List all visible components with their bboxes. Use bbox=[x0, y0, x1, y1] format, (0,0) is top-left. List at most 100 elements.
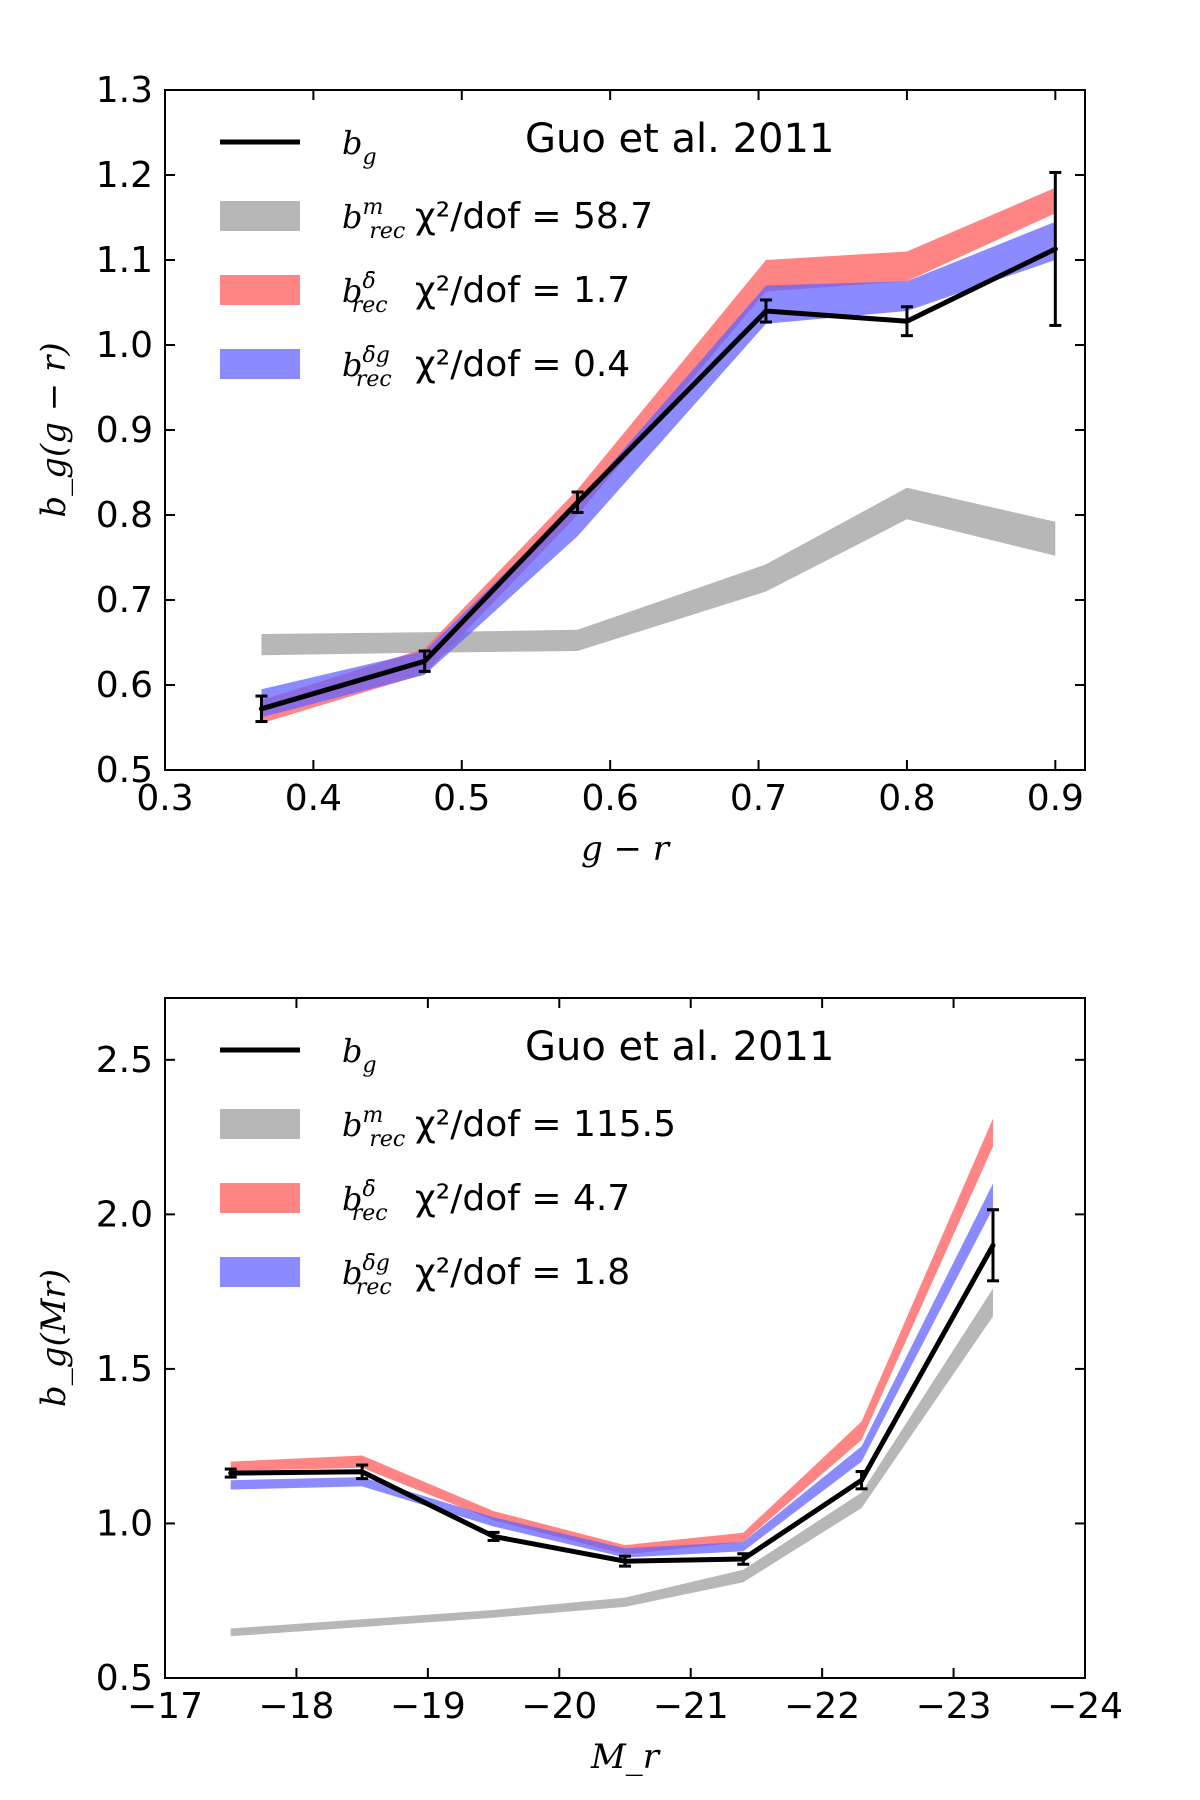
y-axis-label: b_g(Mr) bbox=[34, 1269, 74, 1407]
errorbar bbox=[224, 1467, 237, 1479]
data-point bbox=[491, 1533, 497, 1539]
legend-symbol: bg bbox=[342, 1032, 377, 1078]
data-point bbox=[904, 318, 910, 324]
legend-symbol: bδ̄ rec bbox=[342, 1177, 388, 1226]
errorbar bbox=[356, 1463, 369, 1481]
legend-swatch bbox=[220, 1183, 300, 1213]
y-tick-label: 0.6 bbox=[96, 665, 153, 706]
errorbar bbox=[759, 298, 772, 324]
errorbar bbox=[571, 490, 584, 514]
legend-stat: χ²/dof = 1.7 bbox=[415, 270, 630, 311]
legend-item-m: bm rec χ²/dof = 58.7 bbox=[220, 195, 653, 244]
legend-item-deltag: bδ̄g rec χ²/dof = 1.8 bbox=[220, 1251, 630, 1300]
x-tick-label: −20 bbox=[521, 1686, 597, 1727]
legend-swatch bbox=[220, 349, 300, 379]
legend-stat: χ²/dof = 0.4 bbox=[415, 344, 630, 385]
plot-area bbox=[255, 170, 1062, 724]
legend-stat: χ²/dof = 58.7 bbox=[415, 196, 653, 237]
errorbar bbox=[855, 1470, 868, 1491]
data-point bbox=[258, 706, 264, 712]
legend-symbol: bg bbox=[342, 124, 377, 170]
x-tick-label: −24 bbox=[1047, 1686, 1123, 1727]
y-tick-label: 0.7 bbox=[96, 580, 153, 621]
x-axis-label: M_r bbox=[590, 1737, 661, 1777]
legend-item-bg: bg bbox=[220, 124, 377, 170]
data-point bbox=[228, 1470, 234, 1476]
annotation: Guo et al. 2011 bbox=[525, 1024, 834, 1070]
errorbar bbox=[900, 305, 913, 338]
legend-item-bg: bg bbox=[220, 1032, 377, 1078]
legend-stat: χ²/dof = 4.7 bbox=[415, 1178, 630, 1219]
x-tick-label: 0.4 bbox=[285, 778, 342, 819]
data-point bbox=[1052, 246, 1058, 252]
legend-swatch bbox=[220, 1257, 300, 1287]
legend-swatch bbox=[220, 1109, 300, 1139]
line-bg bbox=[260, 246, 1057, 712]
x-tick-label: −21 bbox=[653, 1686, 729, 1727]
x-tick-label: −18 bbox=[258, 1686, 334, 1727]
x-tick-label: −23 bbox=[916, 1686, 992, 1727]
errorbar bbox=[1049, 170, 1062, 327]
y-tick-label: 1.0 bbox=[96, 1503, 153, 1544]
data-point bbox=[422, 658, 428, 664]
axes-frame bbox=[164, 997, 1086, 1679]
legend-swatch bbox=[220, 275, 300, 305]
band-deltag bbox=[261, 221, 1056, 718]
y-tick-label: 1.1 bbox=[96, 240, 153, 281]
legend-item-deltag: bδ̄g rec χ²/dof = 0.4 bbox=[220, 343, 630, 392]
data-point bbox=[740, 1556, 746, 1562]
chart-magnitude-bias: −17 −18 −19 −20 −21 −22 −23 −24 0.5 1.0 1.5 2.0 2.5 M… bbox=[34, 997, 1123, 1777]
legend-item-delta: bδ̄ rec χ²/dof = 1.7 bbox=[220, 269, 630, 318]
y-tick-label: 0.9 bbox=[96, 410, 153, 451]
legend-item-delta: bδ̄ rec χ²/dof = 4.7 bbox=[220, 1177, 630, 1226]
x-axis-label: g − r bbox=[581, 829, 671, 869]
data-point bbox=[859, 1477, 865, 1483]
y-tick-label: 2.0 bbox=[96, 1194, 153, 1235]
x-tick-label: 0.9 bbox=[1027, 778, 1084, 819]
x-tick-label: −19 bbox=[390, 1686, 466, 1727]
y-tick-label: 1.3 bbox=[96, 70, 153, 111]
legend-symbol: bδ̄g rec bbox=[342, 343, 392, 392]
data-point bbox=[622, 1558, 628, 1564]
data-point bbox=[990, 1242, 996, 1248]
errorbar bbox=[418, 649, 431, 673]
legend-stat: χ²/dof = 115.5 bbox=[415, 1104, 676, 1145]
y-tick-label: 2.5 bbox=[96, 1040, 153, 1081]
x-tick-label: 0.3 bbox=[136, 778, 193, 819]
x-tick-label: −22 bbox=[784, 1686, 860, 1727]
y-tick-label: 1.2 bbox=[96, 155, 153, 196]
data-point bbox=[359, 1469, 365, 1475]
legend-item-m: bm rec χ²/dof = 115.5 bbox=[220, 1103, 676, 1152]
y-tick-label: 1.5 bbox=[96, 1349, 153, 1390]
x-tick-label: 0.5 bbox=[433, 778, 490, 819]
band-delta bbox=[261, 187, 1056, 724]
errorbar bbox=[487, 1530, 500, 1542]
legend-symbol: bm rec bbox=[342, 1103, 405, 1152]
x-tick-label: 0.8 bbox=[878, 778, 935, 819]
errorbar bbox=[987, 1208, 999, 1283]
legend-swatch bbox=[220, 201, 300, 231]
legend-stat: χ²/dof = 1.8 bbox=[415, 1252, 630, 1293]
errorbar bbox=[737, 1552, 750, 1566]
chart-color-bias: 0.3 0.4 0.5 0.6 0.7 0.8 0.9 0.5 0.6 0.7 0.8 0.9 1.0 1… bbox=[34, 70, 1086, 869]
plot-area bbox=[224, 1118, 999, 1637]
x-tick-label: 0.7 bbox=[730, 778, 787, 819]
legend-symbol: bδ̄g rec bbox=[342, 1251, 392, 1300]
y-axis-label: b_g(g − r) bbox=[34, 342, 74, 517]
errorbar bbox=[619, 1554, 631, 1568]
data-point bbox=[575, 499, 581, 505]
x-tick-label: 0.6 bbox=[582, 778, 639, 819]
annotation: Guo et al. 2011 bbox=[525, 116, 834, 162]
y-tick-label: 1.0 bbox=[96, 325, 153, 366]
y-tick-label: 0.5 bbox=[96, 1658, 153, 1699]
y-tick-label: 0.8 bbox=[96, 495, 153, 536]
x-tick-label: −17 bbox=[127, 1686, 203, 1727]
band-m bbox=[261, 487, 1056, 656]
legend-symbol: bδ̄ rec bbox=[342, 269, 388, 318]
legend-symbol: bm rec bbox=[342, 195, 405, 244]
data-point bbox=[763, 308, 769, 314]
